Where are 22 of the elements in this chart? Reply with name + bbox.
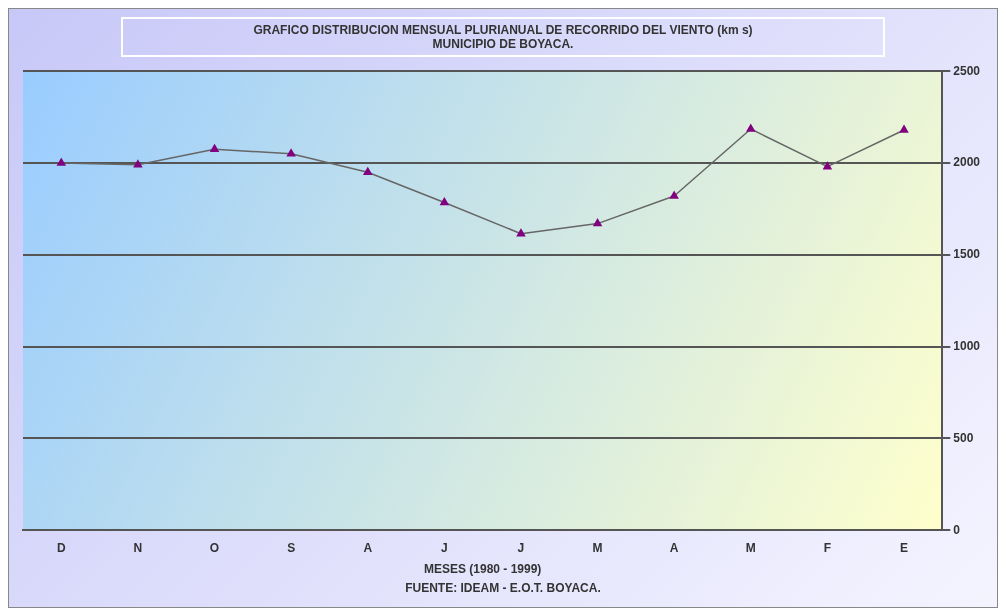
x-tick-label: M — [745, 540, 756, 555]
x-tick-label: J — [517, 540, 525, 555]
x-tick-label: E — [899, 540, 909, 555]
y-tick-label: 2500 — [953, 63, 981, 78]
x-tick-label: N — [133, 540, 143, 555]
x-tick-label: A — [363, 540, 373, 555]
x-axis-title: MESES (1980 - 1999) — [423, 562, 542, 577]
y-tick-label: 0 — [953, 522, 961, 537]
chart-subtitle: MUNICIPIO DE BOYACA. — [431, 37, 575, 51]
x-tick-label: M — [592, 540, 603, 555]
y-tick-label: 2000 — [953, 155, 981, 170]
y-tick-label: 1500 — [953, 247, 981, 262]
y-tick-label: 1000 — [953, 338, 981, 353]
chart-title: GRAFICO DISTRIBUCION MENSUAL PLURIANUAL DE RECORRIDO DEL VIENTO (km s) — [252, 23, 754, 37]
y-tick-label: 500 — [953, 430, 974, 445]
x-tick-label: D — [56, 540, 66, 555]
x-tick-label: A — [669, 540, 679, 555]
x-tick-label: O — [209, 540, 220, 555]
source-note: FUENTE: IDEAM - E.O.T. BOYACA. — [404, 581, 602, 595]
x-tick-label: J — [441, 540, 448, 555]
x-tick-label: F — [823, 540, 832, 555]
x-tick-label: S — [287, 540, 296, 555]
